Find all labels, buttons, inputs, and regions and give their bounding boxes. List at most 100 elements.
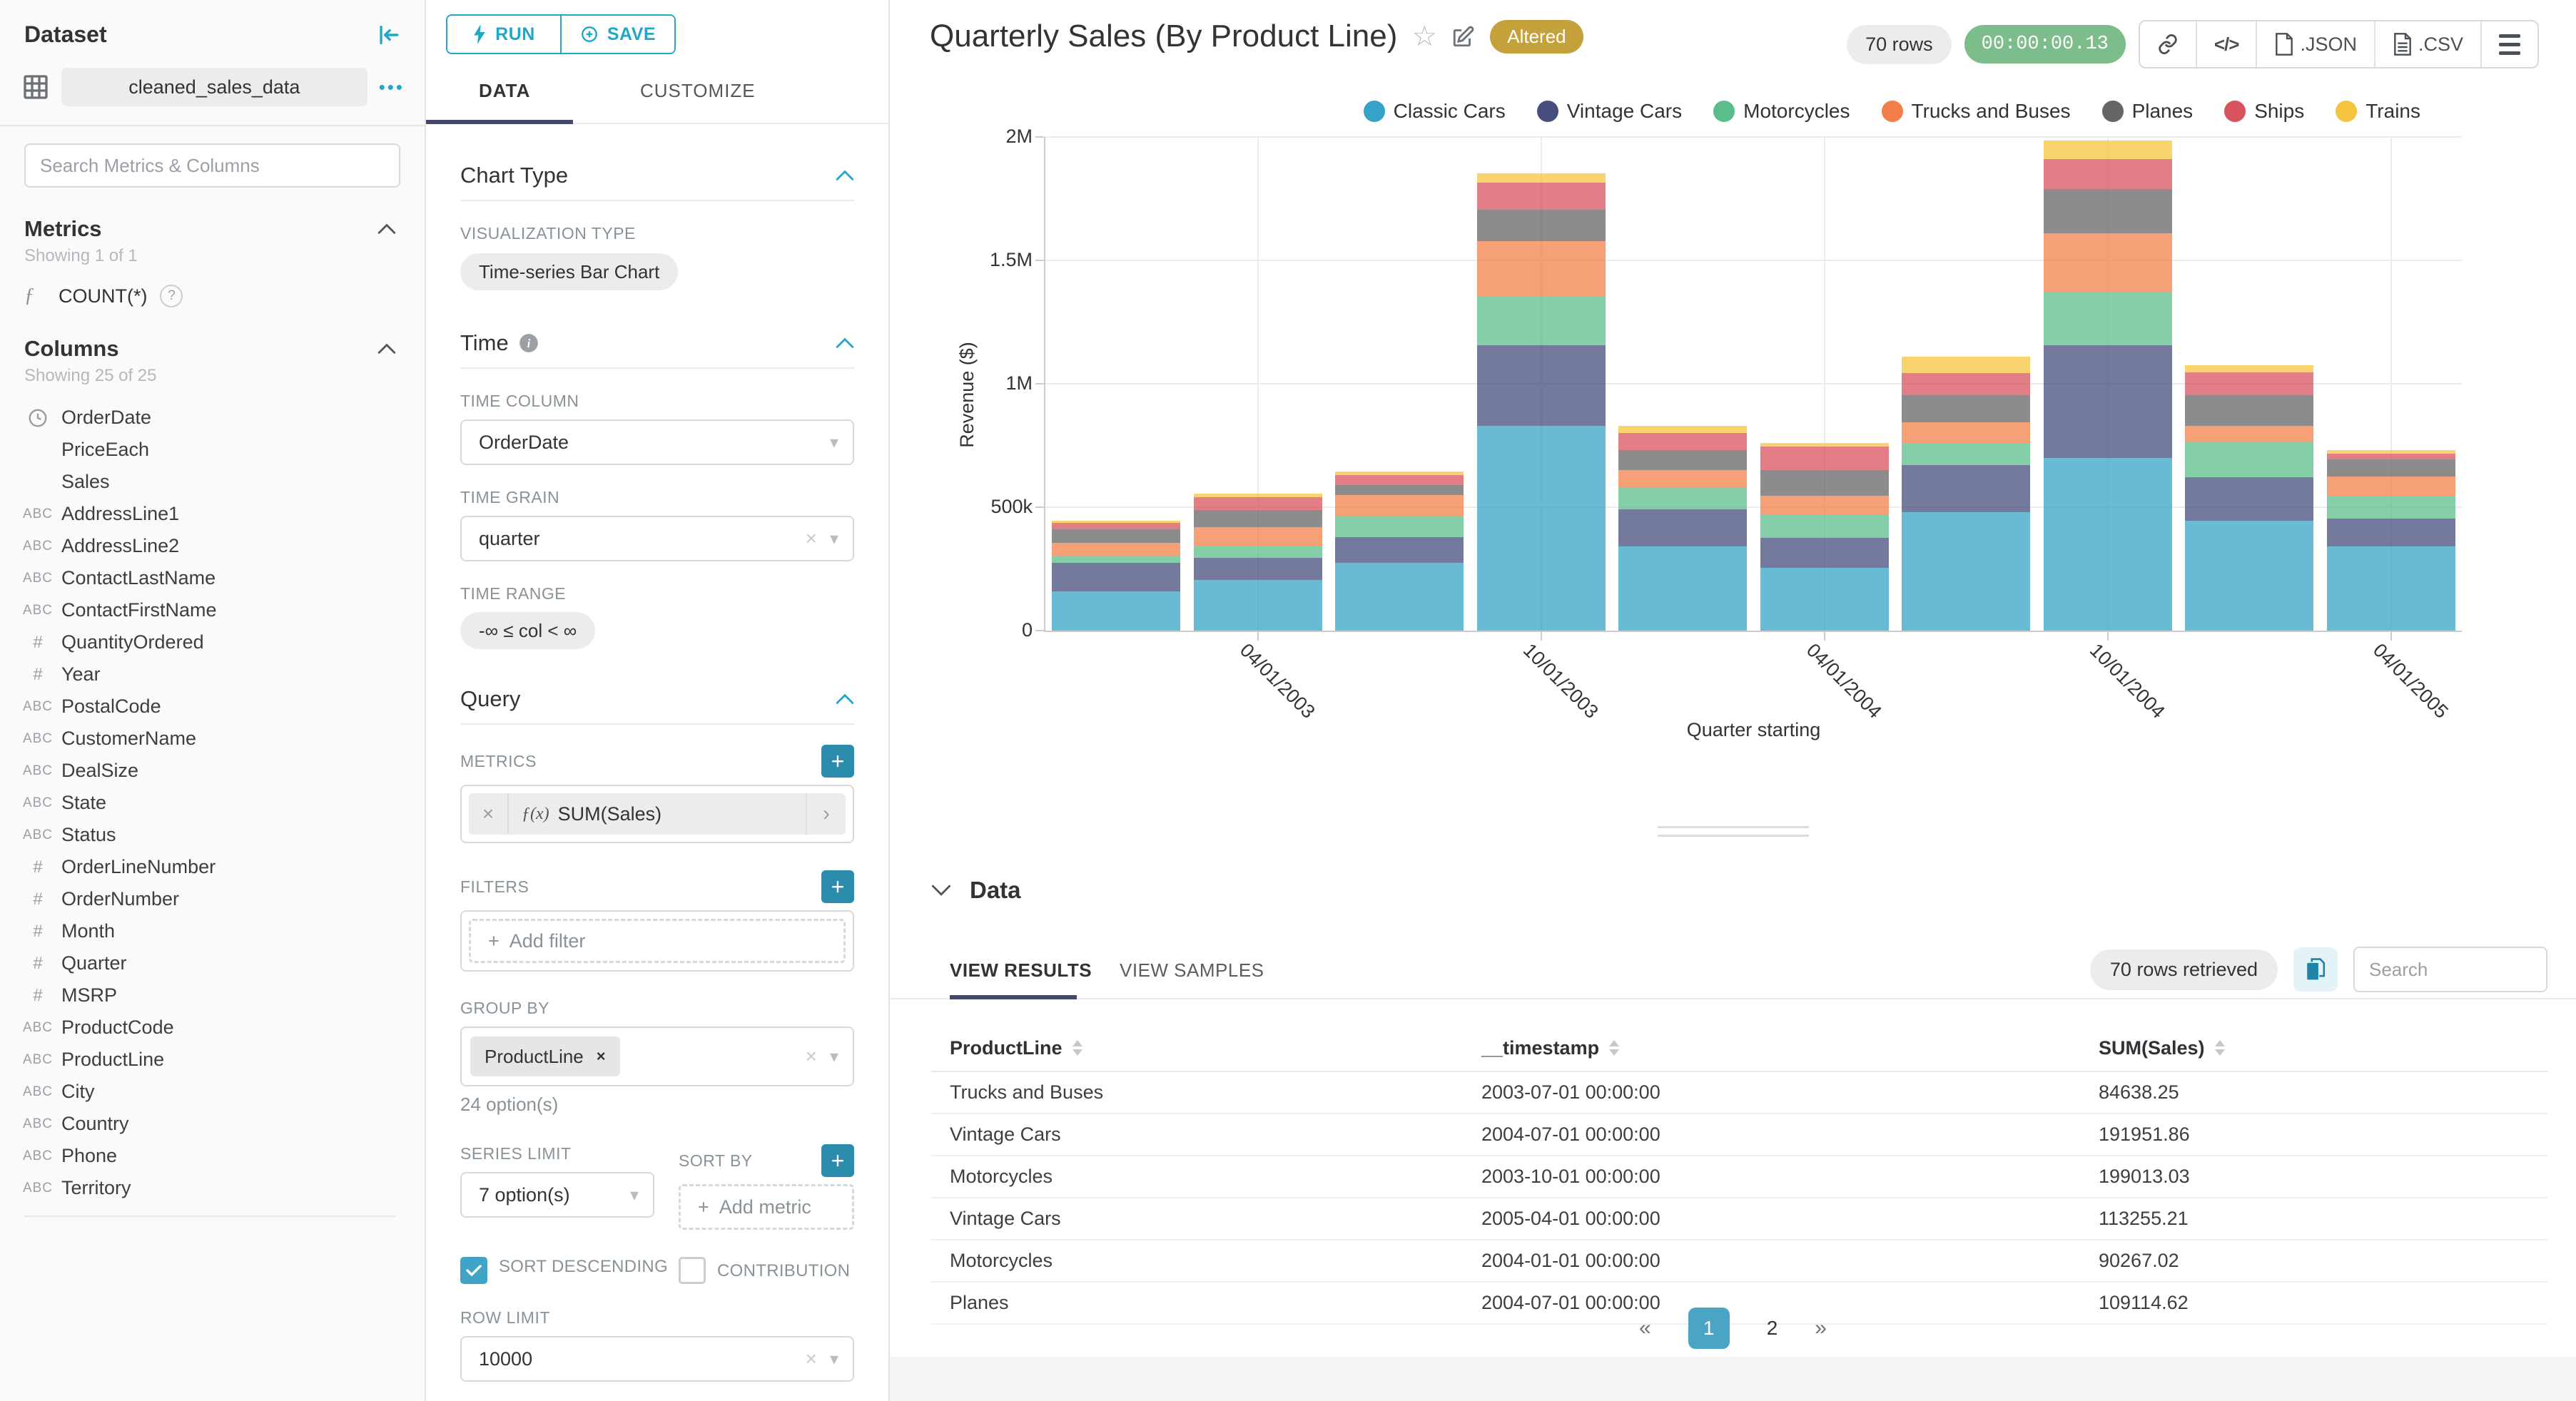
bar-segment-trains[interactable] [1476, 173, 1606, 183]
chevron-right-icon[interactable]: › [806, 793, 846, 835]
column-item[interactable]: ABC State [0, 787, 425, 819]
bar-segment-ships[interactable] [1760, 447, 1889, 471]
column-item[interactable]: # QuantityOrdered [0, 626, 425, 658]
table-row[interactable]: Vintage Cars 2005-04-01 00:00:00 113255.21 [931, 1198, 2547, 1240]
column-item[interactable]: # MSRP [0, 979, 425, 1012]
sort-descending-checkbox[interactable] [460, 1257, 487, 1284]
column-item[interactable]: # Month [0, 915, 425, 947]
bar-segment-ships[interactable] [1193, 497, 1322, 510]
bar-segment-classic-cars[interactable] [1760, 567, 1889, 631]
table-row[interactable]: Motorcycles 2004-01-01 00:00:00 90267.02 [931, 1240, 2547, 1283]
bar-segment-classic-cars[interactable] [2185, 521, 2314, 631]
clear-icon[interactable]: × [805, 1347, 817, 1370]
stacked-bar[interactable] [1476, 173, 1606, 631]
chevron-down-icon[interactable] [931, 884, 951, 897]
sort-icon[interactable] [1072, 1040, 1082, 1056]
bar-segment-motorcycles[interactable] [2043, 292, 2172, 346]
stacked-bar[interactable] [1052, 521, 1181, 631]
table-header-cell[interactable]: SUM(Sales) [2099, 1037, 2547, 1059]
bar-segment-vintage-cars[interactable] [1760, 538, 1889, 568]
save-button[interactable]: SAVE [560, 16, 674, 53]
pagination-prev[interactable]: « [1639, 1316, 1651, 1340]
bar-segment-planes[interactable] [1335, 485, 1464, 495]
table-header-cell[interactable]: __timestamp [1481, 1037, 2099, 1059]
bar-segment-classic-cars[interactable] [1618, 546, 1748, 631]
column-item[interactable]: ABC Phone [0, 1140, 425, 1172]
time-range-value[interactable]: -∞ ≤ col < ∞ [460, 612, 596, 649]
stacked-bar[interactable] [1618, 425, 1748, 631]
bar-segment-ships[interactable] [1902, 372, 2031, 395]
chevron-up-icon[interactable] [377, 343, 396, 355]
chevron-up-icon[interactable] [836, 693, 854, 705]
column-item[interactable]: # Year [0, 658, 425, 691]
column-item[interactable]: OrderDate [0, 402, 425, 434]
bar-segment-vintage-cars[interactable] [1476, 345, 1606, 426]
table-header-cell[interactable]: ProductLine [950, 1037, 1481, 1059]
bar-segment-trains[interactable] [2326, 450, 2455, 454]
bar-segment-trucks-and-buses[interactable] [1902, 422, 2031, 444]
bar-segment-motorcycles[interactable] [1902, 443, 2031, 465]
copy-results-icon[interactable] [2293, 947, 2338, 992]
remove-chip-icon[interactable]: × [596, 1047, 606, 1065]
legend-item[interactable]: Trucks and Buses [1881, 100, 2071, 123]
bar-segment-vintage-cars[interactable] [2185, 477, 2314, 521]
bar-segment-trains[interactable] [2185, 365, 2314, 373]
dataset-name[interactable]: cleaned_sales_data [61, 68, 367, 106]
column-item[interactable]: ABC ContactLastName [0, 562, 425, 594]
column-item[interactable]: ABC CustomerName [0, 723, 425, 755]
export-csv-button[interactable]: .CSV [2373, 21, 2480, 67]
tab-customize[interactable]: CUSTOMIZE [640, 80, 756, 101]
column-item[interactable]: Sales [0, 466, 425, 498]
stacked-bar[interactable] [1193, 494, 1322, 631]
add-filter-dropzone[interactable]: + Add filter [469, 919, 846, 963]
table-row[interactable]: Planes 2004-07-01 00:00:00 109114.62 [931, 1283, 2547, 1325]
add-filter-button[interactable]: + [821, 870, 854, 903]
column-item[interactable]: # OrderNumber [0, 883, 425, 915]
bar-segment-trucks-and-buses[interactable] [1052, 543, 1181, 557]
bar-segment-trucks-and-buses[interactable] [1618, 470, 1748, 488]
column-item[interactable]: ABC AddressLine1 [0, 498, 425, 530]
bar-segment-planes[interactable] [2043, 188, 2172, 233]
tab-view-samples[interactable]: VIEW SAMPLES [1120, 959, 1264, 981]
stacked-bar[interactable] [2043, 141, 2172, 631]
bar-segment-classic-cars[interactable] [2043, 457, 2172, 631]
bar-segment-vintage-cars[interactable] [1052, 562, 1181, 591]
collapse-sidebar-icon[interactable] [376, 23, 400, 47]
bar-segment-trains[interactable] [1760, 443, 1889, 447]
bar-segment-classic-cars[interactable] [1052, 591, 1181, 631]
bar-segment-classic-cars[interactable] [1476, 425, 1606, 631]
favorite-star-icon[interactable]: ☆ [1411, 21, 1438, 52]
bar-segment-classic-cars[interactable] [1335, 562, 1464, 631]
bar-segment-vintage-cars[interactable] [1193, 557, 1322, 581]
time-column-select[interactable]: OrderDate ▾ [460, 419, 854, 465]
export-json-button[interactable]: .JSON [2256, 21, 2374, 67]
bar-segment-vintage-cars[interactable] [2043, 345, 2172, 458]
legend-item[interactable]: Planes [2101, 100, 2193, 123]
bar-segment-trucks-and-buses[interactable] [1760, 496, 1889, 515]
more-options-icon[interactable] [2480, 21, 2537, 67]
stacked-bar[interactable] [2185, 365, 2314, 631]
altered-badge[interactable]: Altered [1490, 19, 1583, 54]
contribution-checkbox[interactable] [679, 1257, 706, 1284]
bar-segment-trains[interactable] [1193, 494, 1322, 498]
results-search-input[interactable] [2353, 947, 2547, 992]
tab-view-results[interactable]: VIEW RESULTS [950, 959, 1092, 981]
bar-segment-ships[interactable] [1618, 433, 1748, 451]
panel-resize-handle[interactable] [1657, 826, 1809, 843]
column-item[interactable]: ABC City [0, 1076, 425, 1108]
bar-segment-trains[interactable] [1052, 521, 1181, 523]
bar-segment-motorcycles[interactable] [1335, 516, 1464, 537]
column-item[interactable]: ABC Status [0, 819, 425, 851]
dataset-options-icon[interactable]: ••• [378, 76, 405, 98]
chevron-up-icon[interactable] [377, 223, 396, 235]
legend-item[interactable]: Vintage Cars [1536, 100, 1682, 123]
bar-segment-trucks-and-buses[interactable] [2043, 233, 2172, 293]
bar-segment-planes[interactable] [1618, 450, 1748, 471]
bar-segment-trucks-and-buses[interactable] [2326, 477, 2455, 497]
column-item[interactable]: ABC DealSize [0, 755, 425, 787]
sort-by-add-metric[interactable]: + Add metric [679, 1184, 854, 1230]
column-item[interactable]: ABC ProductCode [0, 1012, 425, 1044]
bar-segment-motorcycles[interactable] [1476, 296, 1606, 346]
bar-segment-motorcycles[interactable] [2185, 442, 2314, 478]
bar-segment-motorcycles[interactable] [1052, 556, 1181, 563]
